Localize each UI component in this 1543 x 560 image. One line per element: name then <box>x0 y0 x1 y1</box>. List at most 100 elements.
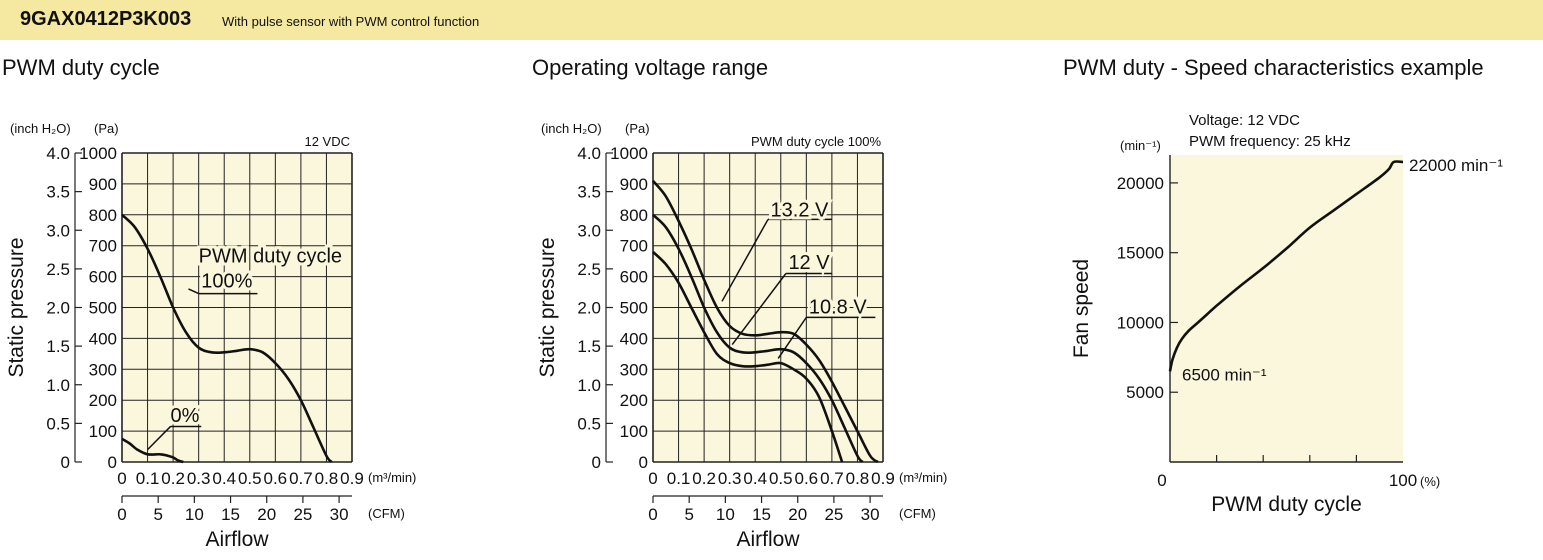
c2-leader-line <box>721 219 769 302</box>
c2-curve-1 <box>652 213 864 463</box>
c2-cfm-tick-label: 25 <box>824 505 843 524</box>
c1-ytick-inch: 2.5 <box>46 260 70 279</box>
c1-series-label: 100% <box>201 270 252 292</box>
c2-cfm-tick-label: 10 <box>716 505 735 524</box>
c2-ytick-inch: 3.0 <box>577 221 601 240</box>
c2-y-unit-pa: (Pa) <box>625 121 650 136</box>
c1-ytick-pa: 700 <box>89 237 117 256</box>
c1-ytick-inch: 4.0 <box>46 144 70 163</box>
c1-ytick-pa: 800 <box>89 206 117 225</box>
c3-ytick: 15000 <box>1117 244 1164 263</box>
c2-ytick-inch: 0.5 <box>577 414 601 433</box>
c1-curve-1 <box>121 437 184 464</box>
c1-ytick-inch: 1.0 <box>46 376 70 395</box>
title-banner: 9GAX0412P3K003 With pulse sensor with PW… <box>0 0 1543 40</box>
c1-x-unit-cfm: (CFM) <box>368 506 405 521</box>
c1-ytick-pa: 0 <box>108 453 117 472</box>
c1-ytick-inch: 1.5 <box>46 337 70 356</box>
c2-ytick-inch: 1.5 <box>577 337 601 356</box>
c1-xtick: 0.4 <box>212 469 236 488</box>
c2-xtick: 0.2 <box>692 469 716 488</box>
c1-cfm-tick-label: 10 <box>185 505 204 524</box>
c2-xtick: 0.5 <box>769 469 793 488</box>
c2-x-unit-cfm: (CFM) <box>899 506 936 521</box>
c2-cfm-tick-label: 20 <box>788 505 807 524</box>
c3-x-unit: (%) <box>1420 474 1440 489</box>
c1-ylabel: Static pressure <box>5 237 28 377</box>
c1-xtick: 0.3 <box>187 469 211 488</box>
c2-ytick-pa: 400 <box>620 329 648 348</box>
c2-xtick: 0.8 <box>846 469 870 488</box>
c1-condition: 12 VDC <box>304 134 350 149</box>
c2-x-unit-m3: (m³/min) <box>899 470 947 485</box>
c2-ytick-inch: 2.0 <box>577 299 601 318</box>
c1-ytick-inch: 2.0 <box>46 299 70 318</box>
c2-ytick-inch: 2.5 <box>577 260 601 279</box>
c2-xtick: 0.6 <box>795 469 819 488</box>
c3-condition-line: PWM frequency: 25 kHz <box>1189 133 1351 150</box>
c2-cfm-tick-label: 30 <box>861 505 880 524</box>
c1-ytick-pa: 100 <box>89 422 117 441</box>
c2-xtick: 0.9 <box>871 469 895 488</box>
c1-xtick: 0.7 <box>289 469 313 488</box>
c2-ytick-pa: 200 <box>620 391 648 410</box>
c2-ylabel: Static pressure <box>536 237 559 377</box>
c1-ytick-pa: 1000 <box>79 144 117 163</box>
c3-xtick: 100 <box>1389 471 1417 490</box>
c1-series-label: 0% <box>171 405 200 427</box>
c2-xtick: 0.3 <box>718 469 742 488</box>
c2-series-label: 10.8 V <box>809 297 867 319</box>
c1-leader-line <box>147 425 172 451</box>
c2-ytick-pa: 0 <box>639 453 648 472</box>
c2-xtick: 0 <box>648 469 657 488</box>
c1-x-unit-m3: (m³/min) <box>368 470 416 485</box>
c2-ytick-inch: 4.0 <box>577 144 601 163</box>
c2-condition: PWM duty cycle 100% <box>751 134 881 149</box>
c1-ytick-inch: 3.5 <box>46 183 70 202</box>
c2-cfm-tick-label: 5 <box>684 505 693 524</box>
c2-ytick-pa: 600 <box>620 268 648 287</box>
c1-xtick: 0 <box>117 469 126 488</box>
c2-y-unit-inch: (inch H₂O) <box>541 121 602 136</box>
c1-cfm-tick-label: 15 <box>221 505 240 524</box>
c2-leader-line <box>731 273 787 346</box>
chart2-title: Operating voltage range <box>532 55 769 80</box>
c2-ytick-pa: 1000 <box>610 144 648 163</box>
c3-xtick: 0 <box>1157 471 1166 490</box>
c2-curve-2 <box>652 250 844 463</box>
c1-ytick-pa: 500 <box>89 299 117 318</box>
c2-cfm-tick-label: 0 <box>648 505 657 524</box>
c2-xtick: 0.1 <box>667 469 691 488</box>
c1-cfm-tick-label: 5 <box>153 505 162 524</box>
c1-xtick: 0.2 <box>161 469 185 488</box>
c1-ytick-pa: 600 <box>89 268 117 287</box>
c2-ytick-pa: 300 <box>620 360 648 379</box>
model-description: With pulse sensor with PWM control funct… <box>222 14 480 29</box>
c2-ytick-pa: 100 <box>620 422 648 441</box>
c3-curve <box>1168 160 1404 372</box>
c1-xtick: 0.8 <box>315 469 339 488</box>
c1-xtick: 0.9 <box>340 469 364 488</box>
c2-ytick-pa: 700 <box>620 237 648 256</box>
c1-xtick: 0.5 <box>238 469 262 488</box>
c3-ytick: 20000 <box>1117 174 1164 193</box>
c2-curve-0 <box>651 179 879 464</box>
c2-xtick: 0.7 <box>820 469 844 488</box>
c2-series-label: 13.2 V <box>771 199 829 221</box>
c2-ytick-pa: 500 <box>620 299 648 318</box>
chart1-title: PWM duty cycle <box>2 55 160 80</box>
c2-xtick: 0.4 <box>743 469 767 488</box>
c2-series-label: 12 V <box>788 252 830 274</box>
chart3-title: PWM duty - Speed characteristics example <box>1063 55 1484 80</box>
c2-leader-line <box>777 316 807 359</box>
c3-ytick: 10000 <box>1117 313 1164 332</box>
c1-cfm-tick-label: 0 <box>117 505 126 524</box>
c2-xlabel: Airflow <box>736 528 800 551</box>
c1-y-unit-pa: (Pa) <box>94 121 119 136</box>
c3-xlabel: PWM duty cycle <box>1211 493 1362 516</box>
model-number: 9GAX0412P3K003 <box>20 8 192 30</box>
c1-leader-line <box>188 288 199 295</box>
